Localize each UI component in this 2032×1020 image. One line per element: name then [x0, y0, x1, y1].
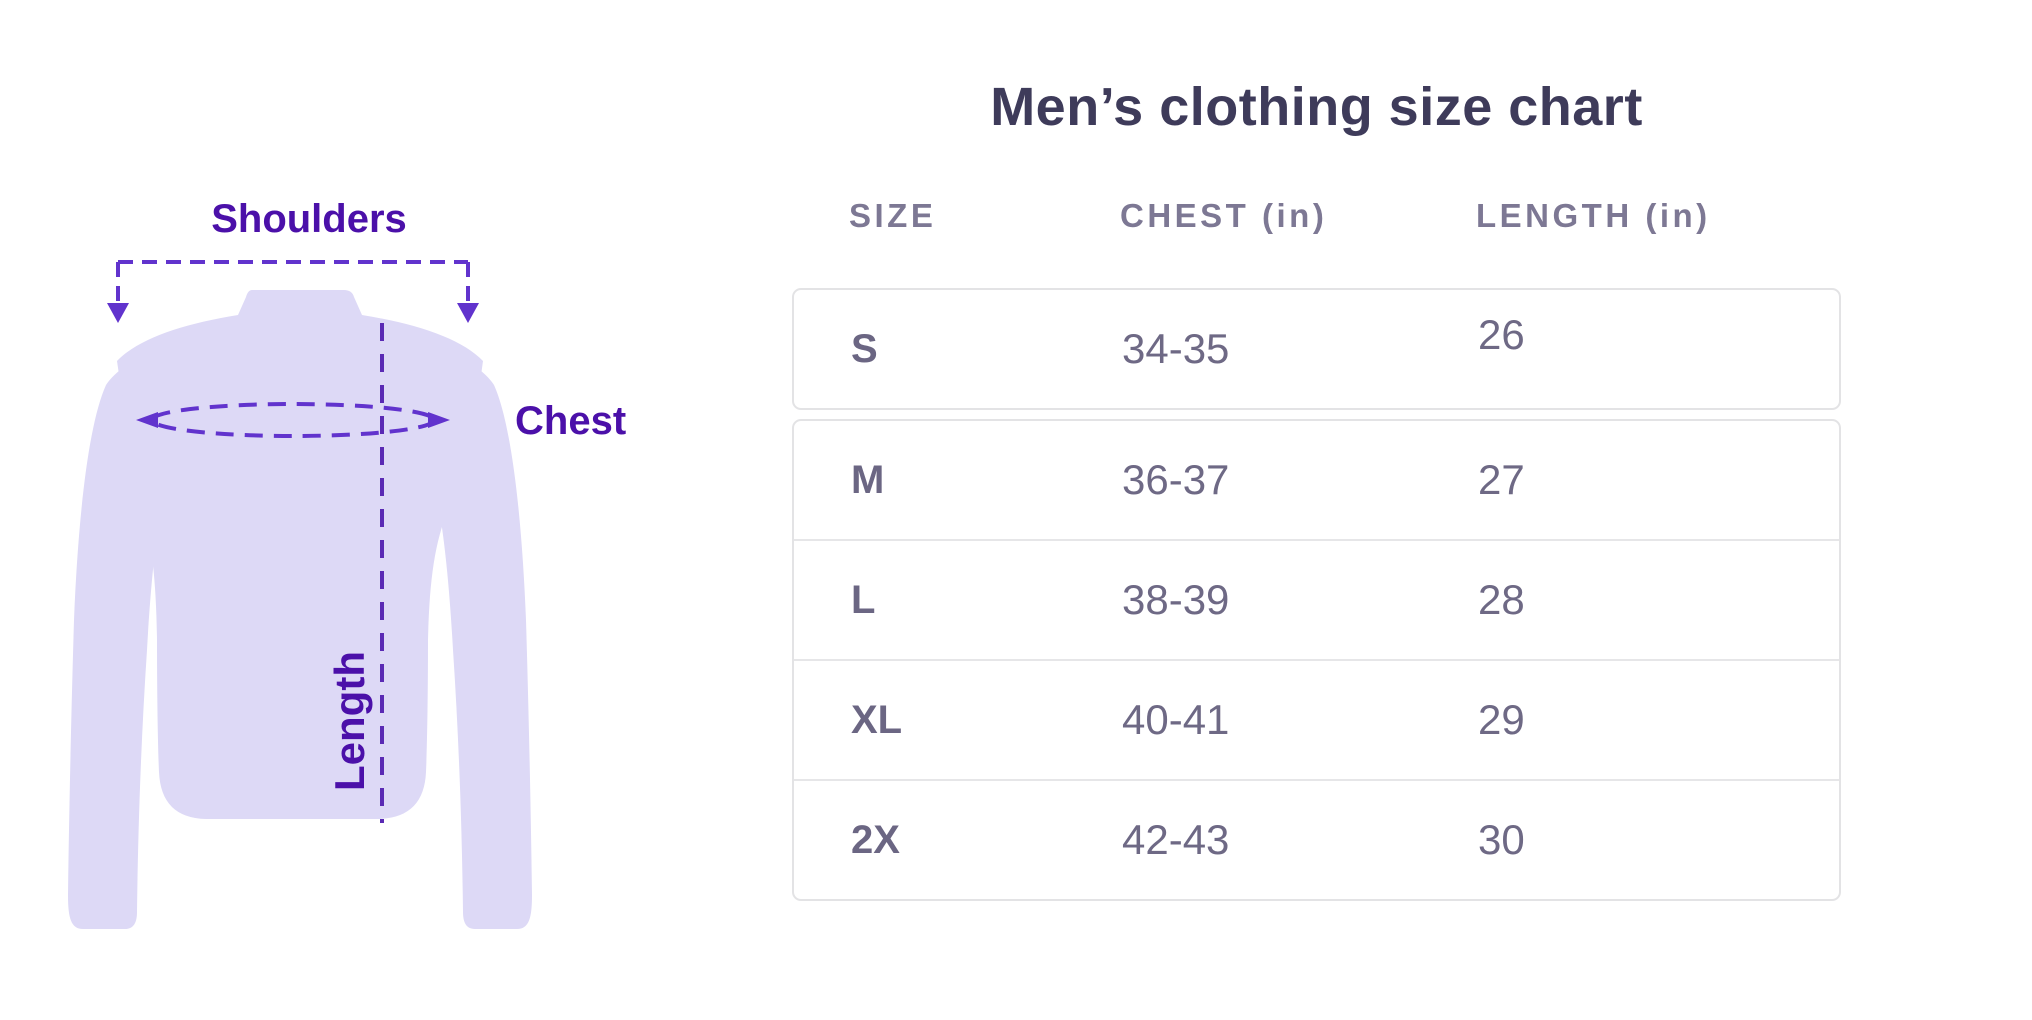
length-cell: 29	[1478, 696, 1525, 743]
size-cell: S	[851, 326, 878, 371]
length-cell: 27	[1478, 456, 1525, 503]
column-header-chest: CHEST (in)	[1120, 197, 1328, 234]
size-cell: 2X	[851, 817, 900, 862]
chest-cell: 38-39	[1122, 576, 1230, 623]
chest-arrow-left-icon	[136, 412, 158, 428]
table-header-row: SIZE CHEST (in) LENGTH (in)	[792, 194, 1841, 238]
chest-cell: 42-43	[1122, 816, 1230, 863]
length-cell: 28	[1478, 576, 1525, 623]
shoulders-arrow-left-icon	[107, 303, 129, 323]
shirt-illustration	[68, 260, 532, 929]
chest-cell: 34-35	[1122, 325, 1230, 372]
table-row: M 36-37 27	[794, 421, 1839, 539]
shoulders-label: Shoulders	[211, 197, 407, 241]
chest-arrow-right-icon	[428, 412, 450, 428]
shirt-body	[117, 290, 483, 819]
table-row: XL 40-41 29	[794, 659, 1839, 779]
column-header-length: LENGTH (in)	[1476, 197, 1711, 234]
size-cell: M	[851, 457, 885, 502]
chest-cell: 36-37	[1122, 456, 1230, 503]
size-cell: XL	[851, 697, 903, 742]
length-cell: 26	[1478, 311, 1525, 358]
table-row: S 34-35 26	[794, 290, 1839, 408]
shirt-left-sleeve	[68, 330, 240, 929]
chest-label: Chest	[515, 399, 627, 443]
length-cell: 30	[1478, 816, 1525, 863]
shoulders-measure-bracket	[116, 260, 470, 301]
table-row: 2X 42-43 30	[794, 779, 1839, 899]
size-s-card: S 34-35 26	[792, 288, 1841, 410]
shirt-right-sleeve	[360, 330, 532, 929]
chest-cell: 40-41	[1122, 696, 1230, 743]
shoulders-arrow-right-icon	[457, 303, 479, 323]
size-cell: L	[851, 577, 876, 622]
size-group-card: M 36-37 27 L 38-39 28 XL 40-41 29 2X 42-…	[792, 419, 1841, 901]
column-header-size: SIZE	[849, 197, 937, 234]
page-title: Men’s clothing size chart	[990, 77, 1643, 137]
table-row: L 38-39 28	[794, 539, 1839, 659]
length-label: Length	[326, 651, 373, 791]
